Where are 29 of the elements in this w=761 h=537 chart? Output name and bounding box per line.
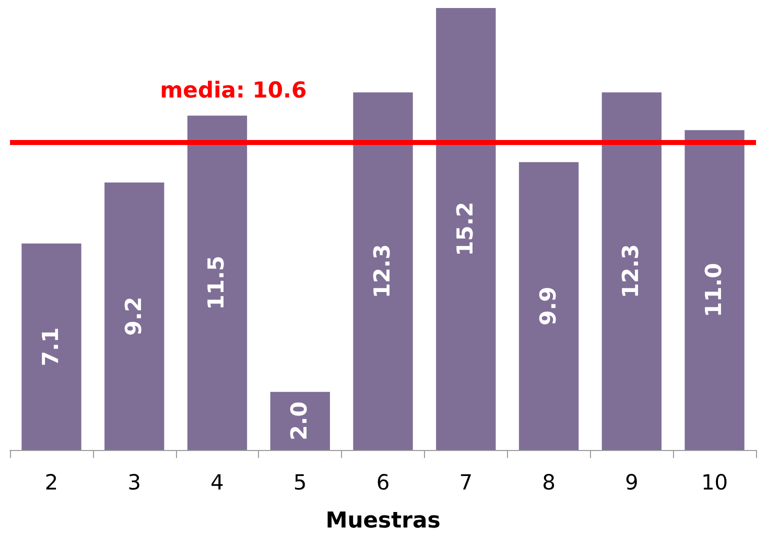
bar	[684, 130, 744, 450]
data-label: 7.1	[38, 327, 64, 366]
data-label: 9.2	[122, 296, 147, 336]
bar	[353, 92, 413, 450]
data-label: 11.0	[702, 262, 728, 318]
x-tick-label: 2	[44, 470, 58, 494]
bar	[187, 116, 248, 450]
bar	[602, 92, 662, 450]
bar	[22, 244, 82, 450]
data-label: 2.0	[288, 401, 313, 440]
data-label: 11.5	[204, 256, 230, 310]
data-label: 15.2	[453, 202, 478, 256]
x-tick-label: 7	[459, 470, 473, 494]
x-tick-label: 10	[701, 470, 728, 494]
x-tick-label: 4	[210, 470, 224, 494]
ref-line-label: media: 10.6	[160, 78, 307, 104]
data-label: 12.3	[619, 244, 644, 298]
bar	[270, 392, 330, 450]
bar	[518, 162, 579, 450]
data-label: 9.9	[536, 286, 562, 326]
bar	[104, 182, 164, 450]
x-tick-label: 9	[624, 470, 638, 494]
x-tick-label: 3	[128, 470, 142, 494]
x-tick-label: 5	[293, 470, 307, 494]
data-label: 12.3	[370, 244, 396, 298]
x-tick-label: 6	[376, 470, 390, 494]
x-axis-title: Muestras	[326, 508, 440, 534]
x-tick-label: 8	[542, 470, 556, 494]
bar	[436, 8, 496, 450]
